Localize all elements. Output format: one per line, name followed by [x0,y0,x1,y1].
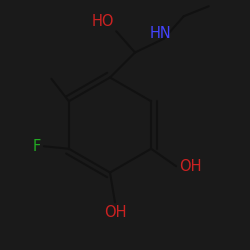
Text: OH: OH [179,159,201,174]
Text: F: F [33,139,41,154]
Text: HN: HN [150,26,172,41]
Text: OH: OH [104,205,126,220]
Text: HO: HO [91,14,114,29]
